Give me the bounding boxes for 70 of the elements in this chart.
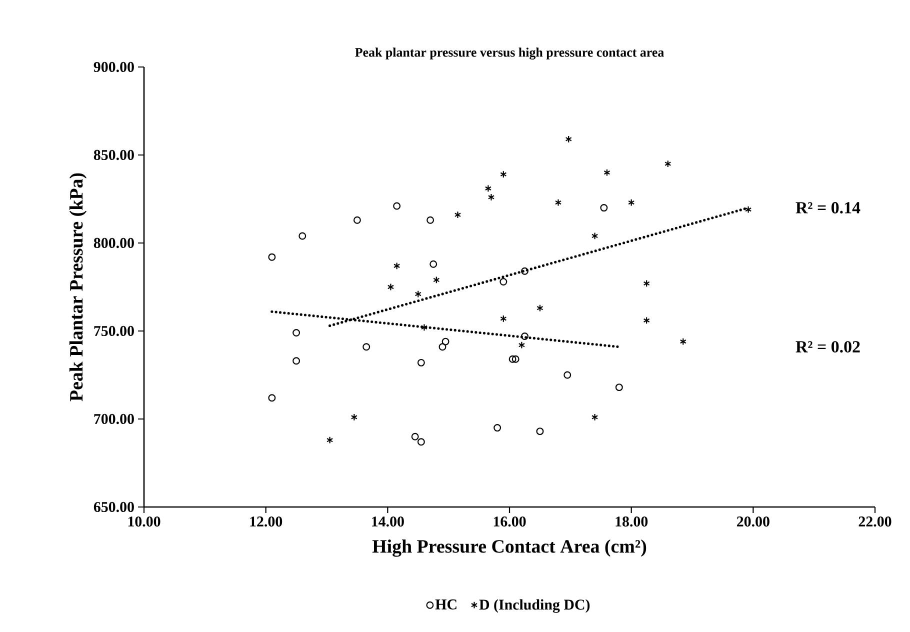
x-tick-label: 20.00 [736, 516, 770, 527]
point [420, 324, 428, 332]
y-tick-label: 700.00 [94, 414, 134, 424]
point [393, 202, 401, 210]
point [615, 384, 623, 392]
point [298, 232, 306, 240]
point [520, 267, 528, 275]
point [454, 211, 462, 219]
point [292, 329, 300, 336]
point [417, 358, 425, 366]
point [488, 194, 495, 201]
point [565, 135, 572, 143]
point [414, 290, 422, 298]
y-tick-label: 750.00 [94, 326, 134, 336]
chart-title: Peak plantar pressure versus high pressure contact area [355, 48, 664, 60]
point [350, 414, 358, 421]
point [500, 278, 508, 286]
point [536, 304, 544, 312]
x-axis-title: High Pressure Contact Area (cm²) [372, 539, 646, 557]
point [518, 341, 525, 349]
annotation: R² = 0.14 [796, 202, 860, 214]
point [442, 338, 450, 346]
point [292, 357, 300, 365]
legend-label: D (Including DC) [479, 599, 590, 613]
point [600, 204, 608, 212]
x-tick-label: 16.00 [494, 516, 526, 527]
legend-label: HC [435, 599, 456, 610]
point [643, 280, 650, 288]
point [494, 424, 502, 432]
point [591, 414, 598, 421]
point [643, 316, 650, 324]
point [326, 436, 334, 444]
x-tick-label: 22.00 [858, 516, 892, 527]
point [520, 332, 528, 340]
point [500, 314, 507, 322]
y-tick-label: 900.00 [94, 62, 134, 72]
x-tick-label: 18.00 [616, 516, 648, 527]
y-tick-label: 650.00 [94, 502, 134, 512]
point [664, 160, 672, 168]
point [353, 216, 361, 224]
point [536, 428, 544, 436]
y-tick-label: 850.00 [94, 150, 134, 160]
point [411, 432, 419, 440]
x-tick-label: 12.00 [250, 516, 282, 527]
point [744, 206, 752, 214]
y-axis-title: Peak Plantar Pressure (kPa) [69, 173, 87, 402]
point [417, 438, 425, 446]
point [680, 338, 686, 346]
point [362, 343, 370, 351]
x-tick-label: 14.00 [372, 516, 404, 527]
point [484, 184, 492, 192]
point [604, 168, 610, 176]
point [426, 216, 434, 224]
x-tick-label: 10.00 [128, 516, 160, 527]
point [564, 371, 572, 379]
point [628, 198, 635, 206]
point [268, 394, 276, 402]
point [512, 355, 520, 363]
point [393, 262, 400, 270]
point [387, 283, 394, 291]
y-tick-label: 800.00 [94, 238, 134, 248]
point [500, 170, 507, 178]
point [591, 232, 598, 240]
point [268, 253, 276, 261]
point [554, 198, 562, 206]
point [430, 260, 438, 268]
annotation: R² = 0.02 [796, 341, 860, 353]
point [438, 343, 446, 351]
point [433, 276, 440, 284]
point [508, 355, 516, 363]
